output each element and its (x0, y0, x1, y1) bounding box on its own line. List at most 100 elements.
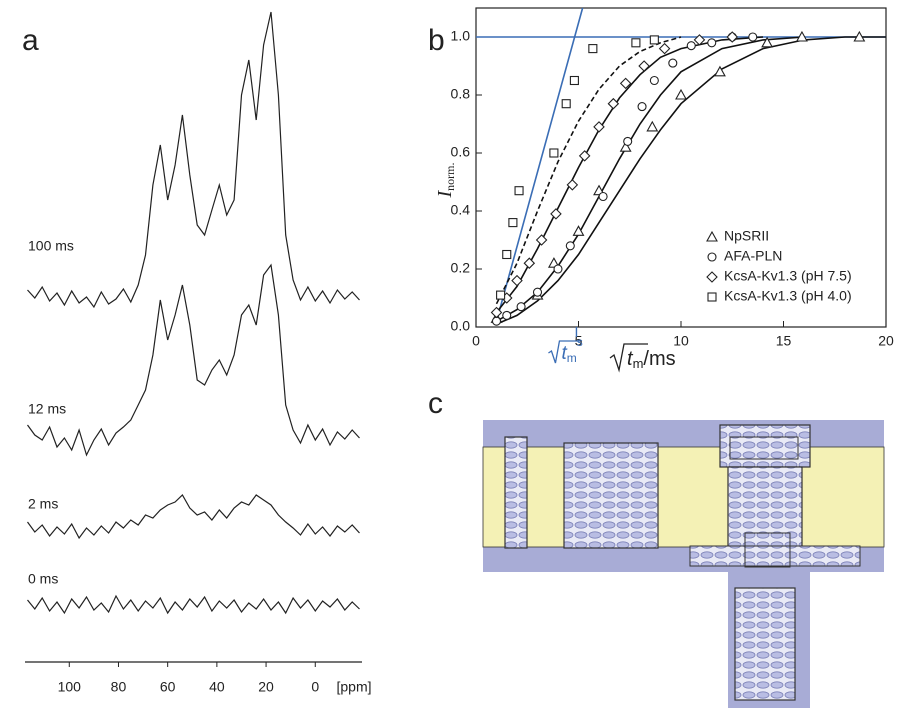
y-tick-label: 1.0 (451, 28, 471, 44)
x-tick-label: 100 (58, 679, 82, 695)
protein (689, 545, 861, 567)
legend-marker (706, 271, 718, 283)
data-point (598, 191, 608, 202)
label-part: s (577, 335, 583, 349)
data-point (588, 44, 598, 54)
trace-label: 2 ms (28, 496, 58, 512)
x-tick-label: 10 (673, 333, 689, 349)
protein (719, 424, 811, 468)
label-part: t (627, 348, 634, 370)
data-point (569, 75, 579, 86)
data-point (649, 35, 659, 45)
data-point (523, 257, 536, 269)
data-point (572, 225, 585, 236)
data-point (714, 65, 726, 77)
data-point (550, 208, 562, 220)
trace-label: 100 ms (28, 238, 74, 254)
data-point (658, 42, 671, 55)
protein (504, 436, 528, 549)
data-point (668, 58, 678, 68)
data-point (508, 218, 518, 228)
label-part: /ms (643, 348, 675, 370)
panel-label: c (428, 387, 443, 420)
data-point (707, 38, 717, 48)
panel-label: b (428, 24, 445, 57)
data-point (623, 136, 633, 146)
data-point (646, 120, 659, 132)
reference-line (495, 7, 584, 322)
data-point (490, 306, 503, 319)
data-point (532, 287, 543, 297)
x-axis-label: [ppm] (336, 679, 371, 695)
y-tick-label: 0.8 (451, 86, 471, 102)
panel-label: a (22, 24, 39, 57)
data-point (686, 41, 696, 51)
spectrum (27, 263, 360, 457)
label-part: m (567, 351, 577, 365)
legend-label: KcsA-Kv1.3 (pH 4.0) (724, 288, 852, 304)
fit-curve (495, 36, 682, 305)
data-point (593, 121, 605, 133)
data-point (607, 97, 620, 110)
data-point (496, 290, 506, 300)
spectrum (27, 594, 360, 615)
data-point (514, 186, 524, 196)
radical (609, 343, 648, 373)
spectrum (27, 494, 360, 540)
protein (734, 587, 796, 701)
x-tick-label: 20 (878, 333, 894, 349)
protein (563, 442, 659, 549)
protein (727, 466, 803, 548)
data-point (578, 150, 591, 162)
protein (744, 532, 791, 568)
label-part: I (434, 190, 456, 199)
data-point (565, 241, 575, 251)
data-point (761, 36, 774, 48)
label-part: norm. (443, 162, 457, 190)
x-tick-label: 60 (160, 679, 176, 695)
x-tick-label: 0 (311, 679, 319, 695)
protein (729, 436, 799, 460)
x-axis-label: tm/ms (627, 348, 676, 371)
fit-curve (496, 36, 886, 325)
data-point (561, 99, 571, 109)
data-point (649, 75, 659, 86)
legend-marker (707, 292, 717, 302)
data-point (553, 264, 563, 274)
data-point (491, 316, 502, 326)
data-point (535, 234, 548, 246)
data-point (726, 31, 739, 43)
data-point (502, 249, 512, 260)
data-point (502, 310, 512, 320)
data-point (853, 30, 866, 42)
data-point (637, 102, 647, 112)
data-point (796, 30, 808, 42)
data-point (748, 32, 758, 42)
legend-marker (706, 230, 718, 242)
trace-label: 12 ms (28, 401, 66, 417)
y-tick-label: 0.2 (451, 260, 471, 276)
data-point (516, 302, 526, 312)
membrane (482, 446, 885, 548)
data-point (638, 60, 650, 72)
annotation-label: tms (561, 335, 582, 365)
x-tick-label: 15 (776, 333, 792, 349)
y-axis-label: Inorm. (434, 162, 457, 198)
data-point (675, 88, 687, 100)
data-point (619, 77, 632, 90)
legend-label: KcsA-Kv1.3 (pH 7.5) (724, 268, 852, 284)
data-point (566, 179, 579, 191)
y-tick-label: 0.6 (451, 144, 471, 160)
x-tick-label: 40 (209, 679, 225, 695)
label-part: t (561, 343, 567, 364)
y-tick-label: 0.4 (451, 202, 471, 218)
spectrum (27, 11, 360, 309)
radical (548, 340, 581, 364)
membrane-diagram (482, 420, 885, 708)
x-tick-label: 0 (472, 333, 480, 349)
data-point (631, 38, 641, 48)
data-point (693, 34, 706, 46)
x-tick-label: 80 (111, 679, 127, 695)
data-point (549, 148, 559, 158)
